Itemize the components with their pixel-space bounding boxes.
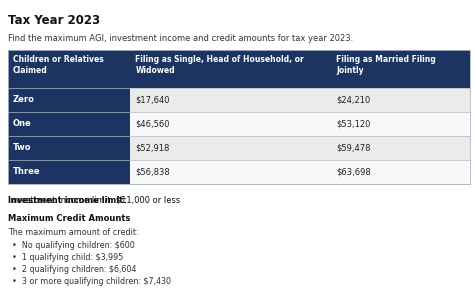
Text: Three: Three: [13, 168, 41, 176]
Text: The maximum amount of credit:: The maximum amount of credit:: [8, 228, 138, 237]
Text: •  1 qualifying child: $3,995: • 1 qualifying child: $3,995: [12, 253, 123, 262]
Text: $46,560: $46,560: [136, 119, 170, 129]
Bar: [8, 136, 470, 160]
Text: $63,698: $63,698: [337, 168, 371, 176]
Text: Children or Relatives
Claimed: Children or Relatives Claimed: [13, 55, 104, 75]
Text: $24,210: $24,210: [337, 96, 371, 104]
Text: Zero: Zero: [13, 96, 35, 104]
Text: •  2 qualifying children: $6,604: • 2 qualifying children: $6,604: [12, 265, 137, 274]
Text: Investment income limit: $11,000 or less: Investment income limit: $11,000 or less: [8, 196, 180, 205]
Bar: [8, 136, 130, 160]
Bar: [8, 112, 470, 136]
Bar: [8, 112, 130, 136]
Text: $53,120: $53,120: [337, 119, 371, 129]
Text: $56,838: $56,838: [136, 168, 170, 176]
Text: Tax Year 2023: Tax Year 2023: [8, 14, 100, 27]
Bar: [8, 160, 470, 184]
Text: One: One: [13, 119, 32, 129]
Text: Filing as Single, Head of Household, or
Widowed: Filing as Single, Head of Household, or …: [136, 55, 304, 75]
Text: Two: Two: [13, 143, 31, 153]
Text: $59,478: $59,478: [337, 143, 371, 153]
Bar: [8, 50, 470, 184]
Text: Investment income limit:: Investment income limit:: [8, 196, 127, 205]
Bar: [8, 88, 470, 112]
Bar: [8, 160, 130, 184]
Bar: [8, 88, 130, 112]
Bar: [8, 50, 470, 88]
Text: •  3 or more qualifying children: $7,430: • 3 or more qualifying children: $7,430: [12, 277, 171, 286]
Text: $17,640: $17,640: [136, 96, 170, 104]
Text: •  No qualifying children: $600: • No qualifying children: $600: [12, 241, 135, 250]
Text: $52,918: $52,918: [136, 143, 170, 153]
Text: Filing as Married Filing
Jointly: Filing as Married Filing Jointly: [337, 55, 436, 75]
Text: Find the maximum AGI, investment income and credit amounts for tax year 2023.: Find the maximum AGI, investment income …: [8, 34, 353, 43]
Text: Maximum Credit Amounts: Maximum Credit Amounts: [8, 214, 130, 223]
